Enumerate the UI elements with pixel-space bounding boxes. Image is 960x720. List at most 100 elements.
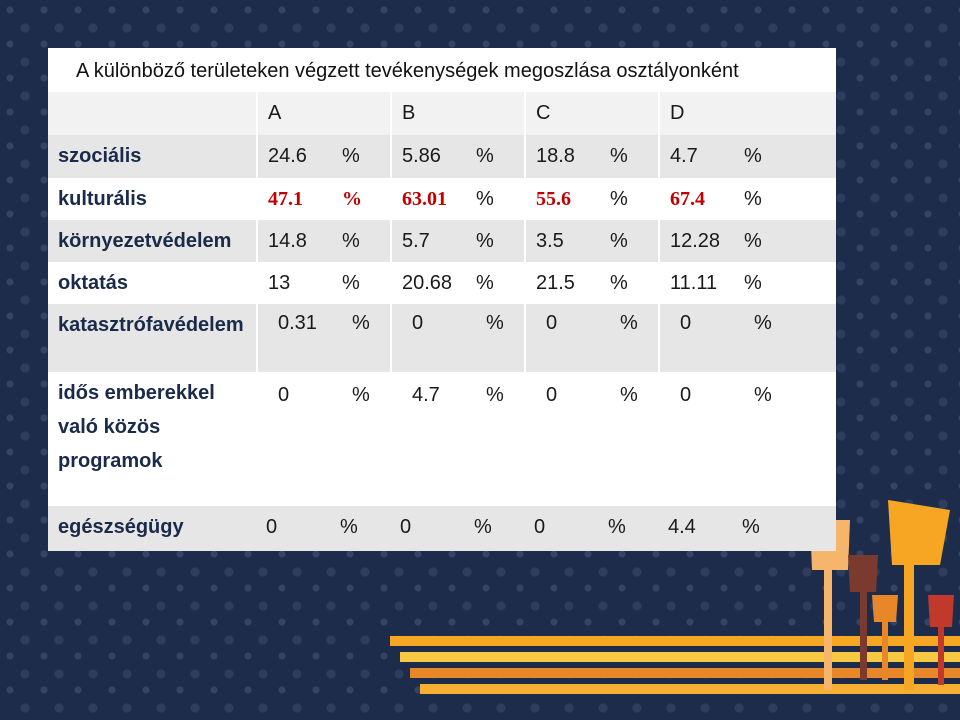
- cell-value: 0: [680, 312, 692, 334]
- cell-unit: %: [610, 145, 628, 167]
- data-cell: 0%: [256, 372, 390, 506]
- header-text: A: [268, 102, 282, 124]
- cell-unit: %: [754, 384, 772, 406]
- header-cell: A: [256, 92, 390, 135]
- data-cell: 21.5%: [524, 262, 658, 304]
- data-cell: 4.4%: [658, 506, 836, 551]
- cell-unit: %: [476, 188, 494, 210]
- data-cell: 67.4%: [658, 178, 836, 220]
- cell-value: 0: [546, 384, 558, 406]
- header-text: C: [536, 102, 551, 124]
- cell-unit: %: [610, 188, 628, 210]
- header-cell: B: [390, 92, 524, 135]
- cell-unit: %: [486, 384, 504, 406]
- data-cell: 0%: [524, 304, 658, 372]
- data-cell: 3.5%: [524, 220, 658, 262]
- cell-value: 5.86: [402, 145, 441, 167]
- data-cell: 14.8%: [256, 220, 390, 262]
- table-row: egészségügy 0% 0% 0% 4.4%: [48, 506, 836, 551]
- cell-unit: %: [474, 516, 492, 538]
- row-label: katasztrófavédelem: [58, 314, 244, 336]
- data-cell: 11.11%: [658, 262, 836, 304]
- cell-unit: %: [620, 384, 638, 406]
- stripes: [390, 636, 960, 694]
- header-text: D: [670, 102, 685, 124]
- cell-value: 63.01: [402, 188, 447, 210]
- cell-unit: %: [352, 384, 370, 406]
- data-cell: 0%: [524, 372, 658, 506]
- cell-value: 0: [680, 384, 692, 406]
- data-cell: 0%: [390, 304, 524, 372]
- table-row: kulturális 47.1% 63.01% 55.6% 67.4%: [48, 178, 836, 220]
- cell-value: 67.4: [670, 188, 705, 210]
- table-row: szociális 24.6% 5.86% 18.8% 4.7%: [48, 135, 836, 178]
- table: A különböző területeken végzett tevékeny…: [48, 48, 836, 551]
- cell-value: 47.1: [268, 188, 303, 210]
- data-cell: 0%: [256, 506, 390, 551]
- cell-unit: %: [754, 312, 772, 334]
- cell-value: 0: [278, 384, 290, 406]
- cell-unit: %: [476, 272, 494, 294]
- table-title: A különböző területeken végzett tevékeny…: [76, 60, 739, 82]
- cell-unit: %: [342, 188, 362, 210]
- cell-value: 13: [268, 272, 291, 294]
- data-cell: 0%: [658, 304, 836, 372]
- cell-value: 5.7: [402, 230, 430, 252]
- data-cell: 20.68%: [390, 262, 524, 304]
- data-cell: 55.6%: [524, 178, 658, 220]
- row-label: oktatás: [58, 272, 129, 294]
- data-cell: 5.7%: [390, 220, 524, 262]
- table-row: idős emberekkel való közös programok 0% 4.…: [48, 372, 836, 506]
- table-row: katasztrófavédelem 0.31% 0% 0% 0%: [48, 304, 836, 372]
- cell-unit: %: [744, 272, 762, 294]
- cell-unit: %: [342, 272, 360, 294]
- data-cell: 5.86%: [390, 135, 524, 178]
- cell-unit: %: [342, 145, 360, 167]
- cell-value: 0: [266, 516, 278, 538]
- cell-value: 11.11: [670, 272, 718, 294]
- header-cell: D: [658, 92, 836, 135]
- data-cell: 0%: [658, 372, 836, 506]
- cell-value: 14.8: [268, 230, 307, 252]
- cell-unit: %: [476, 230, 494, 252]
- cell-unit: %: [744, 188, 762, 210]
- data-cell: 4.7%: [658, 135, 836, 178]
- data-cell: 4.7%: [390, 372, 524, 506]
- cell-unit: %: [744, 145, 762, 167]
- row-label: egészségügy: [58, 516, 184, 538]
- data-cell: 24.6%: [256, 135, 390, 178]
- cell-unit: %: [486, 312, 504, 334]
- data-cell: 18.8%: [524, 135, 658, 178]
- header-cell: C: [524, 92, 658, 135]
- data-cell: 0%: [524, 506, 658, 551]
- cell-value: 0: [546, 312, 558, 334]
- row-label: idős emberekkel való közös programok: [58, 382, 215, 472]
- data-cell: 63.01%: [390, 178, 524, 220]
- cell-value: 0.31: [278, 312, 317, 334]
- cell-value: 0: [400, 516, 412, 538]
- table-row: környezetvédelem 14.8% 5.7% 3.5% 12.28%: [48, 220, 836, 262]
- cell-value: 55.6: [536, 188, 571, 210]
- data-cell: 0.31%: [256, 304, 390, 372]
- row-label: környezetvédelem: [58, 230, 232, 252]
- cell-value: 21.5: [536, 272, 575, 294]
- data-cell: 13%: [256, 262, 390, 304]
- cell-unit: %: [744, 230, 762, 252]
- cell-value: 4.4: [668, 516, 696, 538]
- data-cell: 47.1%: [256, 178, 390, 220]
- cell-value: 3.5: [536, 230, 564, 252]
- cell-value: 24.6: [268, 145, 307, 167]
- cell-unit: %: [342, 230, 360, 252]
- cell-value: 0: [534, 516, 546, 538]
- header-row: A B C D: [48, 92, 836, 135]
- cell-unit: %: [352, 312, 370, 334]
- header-text: B: [402, 102, 416, 124]
- cell-unit: %: [610, 230, 628, 252]
- row-label: szociális: [58, 145, 142, 167]
- cell-value: 4.7: [412, 384, 440, 406]
- cell-value: 12.28: [670, 230, 721, 252]
- cell-unit: %: [610, 272, 628, 294]
- table-row: oktatás 13% 20.68% 21.5% 11.11%: [48, 262, 836, 304]
- row-label: kulturális: [58, 188, 147, 210]
